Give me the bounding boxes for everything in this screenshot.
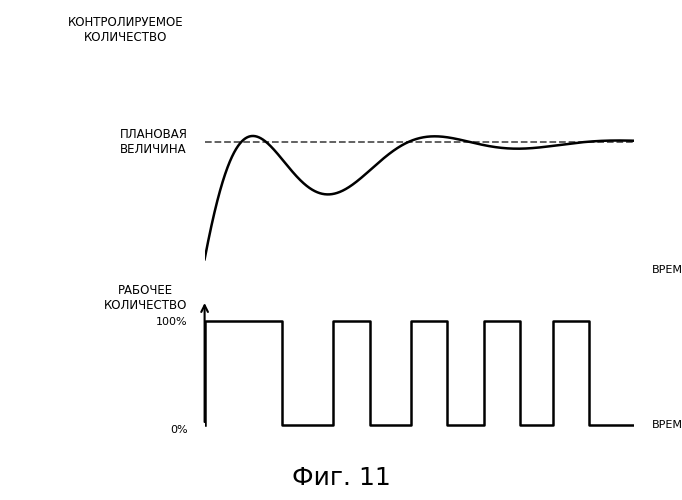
Text: 100%: 100% <box>155 317 188 327</box>
Text: КОНТРОЛИРУЕМОЕ
КОЛИЧЕСТВО: КОНТРОЛИРУЕМОЕ КОЛИЧЕСТВО <box>68 16 183 44</box>
Text: 0%: 0% <box>170 425 188 435</box>
Text: ВРЕМЯ: ВРЕМЯ <box>651 420 682 430</box>
Text: РАБОЧЕЕ
КОЛИЧЕСТВО: РАБОЧЕЕ КОЛИЧЕСТВО <box>104 284 188 312</box>
Text: ПЛАНОВАЯ
ВЕЛИЧИНА: ПЛАНОВАЯ ВЕЛИЧИНА <box>119 128 188 156</box>
Text: ВРЕМЯ: ВРЕМЯ <box>651 265 682 275</box>
Text: Фиг. 11: Фиг. 11 <box>292 466 390 490</box>
